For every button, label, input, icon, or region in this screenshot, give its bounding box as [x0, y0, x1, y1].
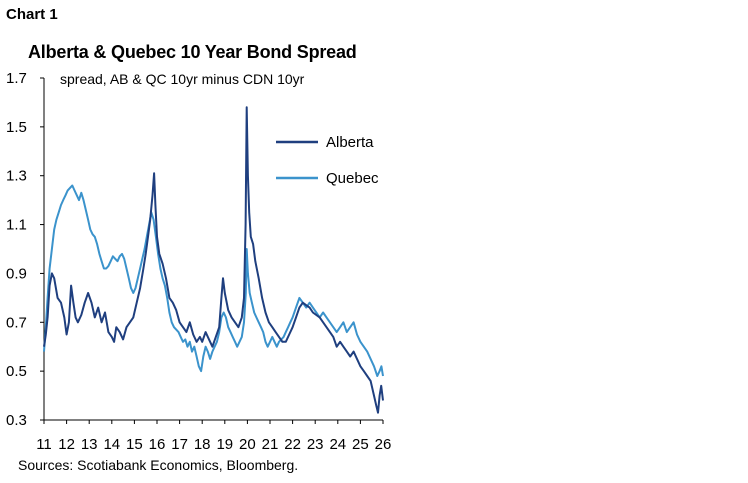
source-note: Sources: Scotiabank Economics, Bloomberg… [18, 457, 299, 473]
x-tick-label: 14 [103, 436, 120, 453]
x-tick-label: 18 [194, 436, 211, 453]
legend-label-quebec: Quebec [326, 170, 379, 187]
chart-legend: Alberta Quebec [276, 134, 379, 187]
x-tick-label: 15 [126, 436, 143, 453]
y-tick-label: 0.5 [6, 363, 27, 380]
y-tick-label: 1.5 [6, 119, 27, 136]
chart-title: Alberta & Quebec 10 Year Bond Spread [28, 42, 357, 62]
series-line-alberta [43, 106, 384, 414]
legend-label-alberta: Alberta [326, 134, 374, 151]
chart-number-label: Chart 1 [6, 6, 58, 23]
x-tick-label: 13 [81, 436, 98, 453]
chart-axes: 0.3 0.5 0.7 0.9 1.1 1.3 1.5 1.7 11 12 13 14 15 16 17 18… [6, 70, 391, 453]
y-tick-label: 1.7 [6, 70, 27, 87]
x-tick-label: 12 [58, 436, 75, 453]
chart-subtitle: spread, AB & QC 10yr minus CDN 10yr [60, 71, 305, 87]
x-tick-label: 21 [262, 436, 279, 453]
x-tick-label: 22 [284, 436, 301, 453]
series-line-quebec [43, 184, 384, 377]
x-tick-label: 16 [149, 436, 166, 453]
x-tick-label: 17 [171, 436, 188, 453]
y-tick-label: 1.1 [6, 217, 27, 234]
x-tick-label: 26 [375, 436, 392, 453]
y-tick-label: 1.3 [6, 168, 27, 185]
y-tick-label: 0.7 [6, 314, 27, 331]
y-tick-label: 0.9 [6, 265, 27, 282]
x-tick-label: 19 [216, 436, 233, 453]
y-tick-label: 0.3 [6, 412, 27, 429]
x-tick-label: 25 [352, 436, 369, 453]
x-tick-label: 20 [239, 436, 256, 453]
x-tick-label: 11 [36, 436, 52, 453]
x-tick-label: 24 [329, 436, 346, 453]
chart-series-group [43, 106, 384, 414]
x-tick-label: 23 [307, 436, 324, 453]
